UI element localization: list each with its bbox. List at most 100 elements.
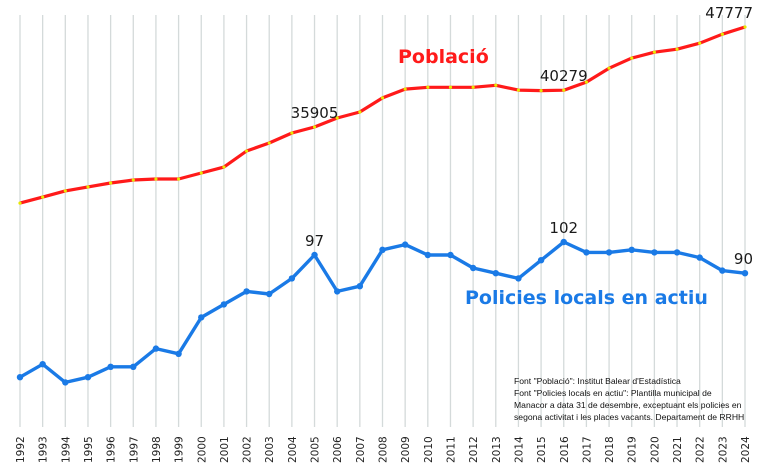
x-tick-2005: 2005 [310, 436, 322, 463]
poblacio-point-1994 [63, 189, 67, 193]
x-tick-1996: 1996 [106, 436, 118, 463]
x-tick-1997: 1997 [128, 436, 140, 463]
series-policies [16, 238, 749, 386]
poblacio-point-2003 [267, 141, 271, 145]
poblacio-point-2013 [494, 83, 498, 87]
x-tick-2006: 2006 [332, 436, 344, 463]
source-note: Font "Població": Institut Balear d'Estad… [514, 376, 744, 422]
x-tick-2015: 2015 [536, 436, 548, 463]
poblacio-point-2007 [358, 110, 362, 114]
poblacio-label-2005: 35905 [291, 104, 339, 122]
policies-point-2008 [379, 246, 386, 253]
poblacio-point-2014 [516, 88, 521, 92]
poblacio-point-2015 [539, 88, 543, 93]
x-tick-2012: 2012 [468, 436, 480, 463]
policies-point-2017 [583, 249, 590, 256]
poblacio-point-2001 [222, 165, 226, 169]
x-tick-1993: 1993 [38, 436, 50, 463]
policies-point-2023 [719, 267, 726, 274]
poblacio-point-2017 [584, 80, 589, 84]
x-tick-2004: 2004 [287, 436, 299, 463]
x-tick-2017: 2017 [581, 436, 593, 463]
poblacio-series-title: Població [398, 46, 489, 68]
x-tick-2018: 2018 [604, 436, 616, 463]
x-tick-2009: 2009 [400, 436, 412, 463]
policies-point-2012 [469, 264, 477, 272]
source-line-3: Manacor a data 31 de desembre, exceptuan… [514, 400, 742, 410]
policies-point-2001 [220, 301, 228, 308]
poblacio-point-1993 [41, 195, 45, 199]
x-tick-2008: 2008 [378, 436, 390, 463]
source-line-1: Font "Població": Institut Balear d'Estad… [514, 376, 681, 386]
policies-point-1994 [62, 379, 69, 386]
x-tick-2000: 2000 [196, 436, 208, 463]
poblacio-point-1997 [131, 178, 135, 182]
poblacio-point-2008 [380, 96, 385, 100]
policies-point-2006 [333, 288, 341, 295]
poblacio-point-2002 [244, 149, 249, 153]
data-labels: 35905 40279 47777 97 102 90 [291, 4, 753, 268]
policies-point-2002 [243, 288, 250, 295]
x-tick-2011: 2011 [445, 436, 457, 463]
policies-series-title: Policies locals en actiu [465, 287, 708, 309]
x-tick-2016: 2016 [559, 436, 571, 463]
poblacio-point-2021 [675, 47, 679, 51]
poblacio-point-2012 [471, 85, 475, 89]
policies-point-2021 [673, 249, 681, 256]
x-tick-1995: 1995 [83, 436, 95, 463]
x-tick-2007: 2007 [355, 436, 367, 463]
policies-point-2024 [741, 270, 749, 277]
poblacio-label-2016: 40279 [540, 67, 588, 85]
poblacio-point-1999 [176, 177, 181, 181]
policies-point-1995 [84, 374, 92, 381]
poblacio-point-2018 [607, 66, 611, 70]
policies-point-2014 [515, 275, 522, 282]
x-tick-2002: 2002 [242, 436, 254, 463]
poblacio-point-2011 [448, 85, 453, 89]
x-tick-2023: 2023 [717, 436, 729, 463]
poblacio-point-2023 [720, 32, 724, 36]
policies-label-2024: 90 [734, 250, 753, 268]
poblacio-point-2000 [199, 171, 203, 175]
policies-point-2004 [288, 275, 296, 282]
poblacio-point-1995 [86, 185, 90, 189]
policies-point-2015 [537, 257, 545, 264]
poblacio-point-2022 [698, 41, 702, 45]
poblacio-point-2020 [652, 50, 656, 54]
source-line-4: segona activitat i les places vacants. D… [514, 412, 744, 422]
source-line-2: Font "Policies locals en actiu": Plantil… [514, 388, 712, 398]
x-tick-1999: 1999 [174, 436, 186, 463]
poblacio-point-2019 [630, 56, 634, 60]
policies-point-1999 [175, 350, 182, 357]
policies-point-2011 [447, 251, 454, 259]
x-tick-1998: 1998 [151, 436, 163, 463]
policies-point-2022 [696, 254, 703, 261]
x-tick-2020: 2020 [649, 436, 661, 463]
policies-point-2009 [401, 241, 409, 248]
policies-point-1998 [152, 345, 160, 352]
x-axis-tick-labels: 1992 1993 1994 1995 1996 1997 1998 1999 2000 2001… [15, 436, 752, 463]
poblacio-label-2024: 47777 [705, 4, 753, 22]
series-poblacio [18, 25, 747, 205]
policies-point-1996 [107, 363, 114, 370]
x-tick-2010: 2010 [423, 436, 435, 463]
x-tick-2021: 2021 [672, 436, 684, 463]
poblacio-point-2009 [403, 87, 407, 91]
policies-point-2019 [628, 246, 635, 253]
x-tick-2024: 2024 [740, 436, 752, 463]
x-tick-1994: 1994 [60, 436, 72, 463]
x-tick-2014: 2014 [513, 436, 525, 463]
policies-point-2016 [560, 238, 567, 246]
policies-point-1997 [130, 363, 137, 370]
x-tick-1992: 1992 [15, 436, 27, 463]
poblacio-point-2005 [312, 125, 317, 129]
poblacio-point-1996 [109, 181, 113, 185]
policies-point-2020 [651, 249, 658, 256]
policies-label-2016: 102 [549, 219, 578, 237]
policies-point-2010 [424, 251, 432, 259]
x-tick-2013: 2013 [491, 436, 503, 463]
policies-point-2007 [356, 283, 364, 290]
policies-point-2003 [266, 290, 273, 298]
poblacio-point-1992 [18, 201, 22, 205]
